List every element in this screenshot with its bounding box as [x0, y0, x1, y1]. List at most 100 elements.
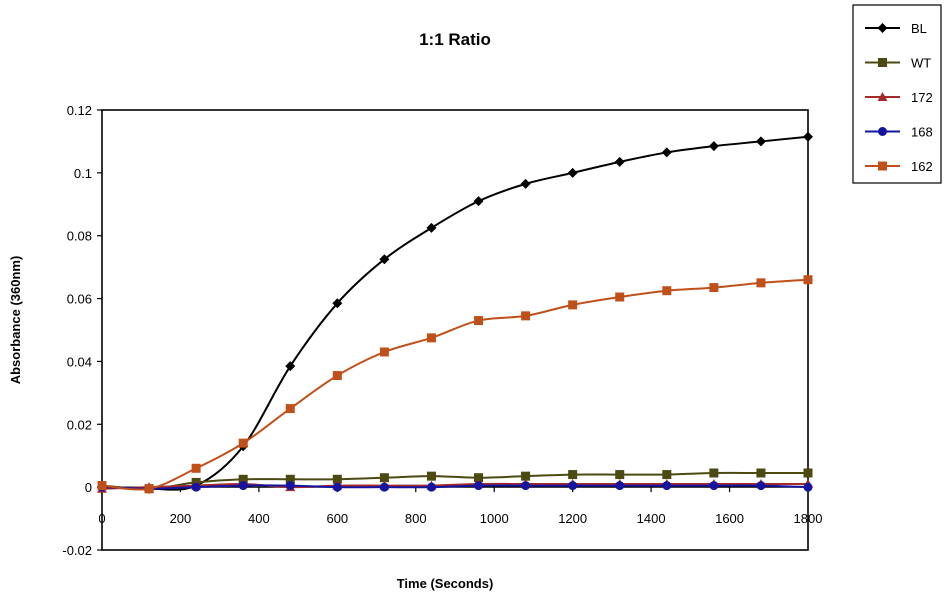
x-tick-label: 1400 — [637, 511, 666, 526]
legend-label: BL — [911, 21, 927, 36]
data-point — [803, 275, 813, 285]
y-tick-label: 0.06 — [67, 292, 92, 307]
data-point — [520, 178, 531, 189]
data-point — [473, 196, 484, 207]
y-tick-label: 0.02 — [67, 417, 92, 432]
data-point — [379, 473, 389, 483]
legend-marker — [878, 58, 887, 67]
data-point — [332, 298, 343, 309]
data-point — [332, 482, 342, 492]
data-point — [426, 222, 437, 233]
data-point — [521, 481, 531, 491]
legend-box — [852, 4, 942, 184]
data-point — [379, 482, 389, 492]
data-point — [803, 131, 813, 142]
data-point — [379, 254, 390, 265]
series-162 — [97, 275, 813, 494]
data-point — [661, 147, 672, 158]
y-tick-label: -0.02 — [62, 543, 92, 558]
legend-marker — [878, 127, 887, 136]
y-axis-title: Absorbance (360nm) — [8, 256, 23, 385]
y-tick-label: 0.04 — [67, 354, 92, 369]
data-point — [144, 484, 154, 494]
legend-marker — [877, 92, 888, 101]
data-point — [426, 471, 436, 481]
series-line-WT — [101, 471, 808, 490]
y-tick-label: 0.08 — [67, 229, 92, 244]
data-point — [615, 481, 625, 491]
data-point — [803, 468, 813, 478]
data-point — [755, 136, 766, 147]
data-point — [614, 156, 625, 167]
data-point — [615, 470, 625, 480]
data-point — [332, 371, 342, 381]
data-point — [709, 468, 719, 478]
data-point — [756, 468, 766, 478]
data-point — [567, 167, 578, 178]
series-line-168 — [101, 484, 809, 490]
x-tick-label: 1000 — [480, 511, 509, 526]
x-tick-label: 200 — [170, 511, 192, 526]
legend: BL WT 172 168 162 — [852, 4, 942, 184]
data-point — [474, 473, 484, 483]
data-point — [426, 333, 436, 343]
data-point — [238, 481, 248, 491]
data-point — [756, 278, 766, 288]
x-tick-label: 1800 — [794, 511, 823, 526]
chart-title: 1:1 Ratio — [419, 30, 491, 49]
legend-item-172: 172 — [865, 90, 933, 105]
data-point — [379, 347, 389, 357]
legend-marker — [878, 161, 887, 171]
data-point — [709, 283, 719, 293]
data-point — [285, 474, 295, 484]
legend-label: 168 — [911, 125, 933, 140]
legend-item-BL: BL — [865, 21, 927, 36]
data-point — [191, 463, 201, 473]
x-tick-label: 1200 — [558, 511, 587, 526]
legend-item-WT: WT — [865, 56, 931, 71]
data-point — [568, 481, 578, 491]
data-point — [662, 286, 672, 296]
data-point — [285, 481, 295, 491]
data-point — [803, 482, 813, 492]
data-point — [521, 471, 531, 481]
legend-label: WT — [911, 56, 931, 71]
data-point — [708, 141, 719, 152]
series-line-162 — [101, 278, 809, 491]
data-point — [238, 438, 248, 448]
series-line-BL — [101, 135, 809, 491]
data-point — [426, 482, 436, 492]
data-point — [615, 292, 625, 302]
data-point — [474, 316, 484, 326]
data-point — [709, 481, 719, 491]
data-point — [285, 404, 295, 414]
data-point — [662, 481, 672, 491]
data-point — [97, 481, 107, 491]
legend-label: 162 — [911, 159, 933, 174]
data-point — [568, 470, 578, 480]
x-tick-label: 0 — [98, 511, 105, 526]
data-point — [662, 470, 672, 480]
legend-marker — [877, 23, 888, 33]
series-line-172 — [101, 482, 808, 490]
legend-item-162: 162 — [865, 159, 933, 174]
data-point — [756, 481, 766, 491]
x-axis-title: Time (Seconds) — [397, 576, 494, 591]
y-tick-label: 0.1 — [74, 166, 92, 181]
y-tick-label: 0.12 — [67, 103, 92, 118]
data-point — [521, 311, 531, 321]
data-point — [191, 482, 201, 492]
data-point — [474, 481, 484, 491]
x-tick-label: 400 — [248, 511, 270, 526]
y-tick-label: 0 — [85, 480, 92, 495]
x-tick-label: 1600 — [715, 511, 744, 526]
data-point — [285, 361, 296, 372]
legend-label: 172 — [911, 90, 933, 105]
legend-item-168: 168 — [865, 125, 933, 140]
x-tick-label: 600 — [326, 511, 348, 526]
data-point — [332, 474, 342, 484]
x-tick-label: 800 — [405, 511, 427, 526]
data-point — [568, 300, 578, 310]
